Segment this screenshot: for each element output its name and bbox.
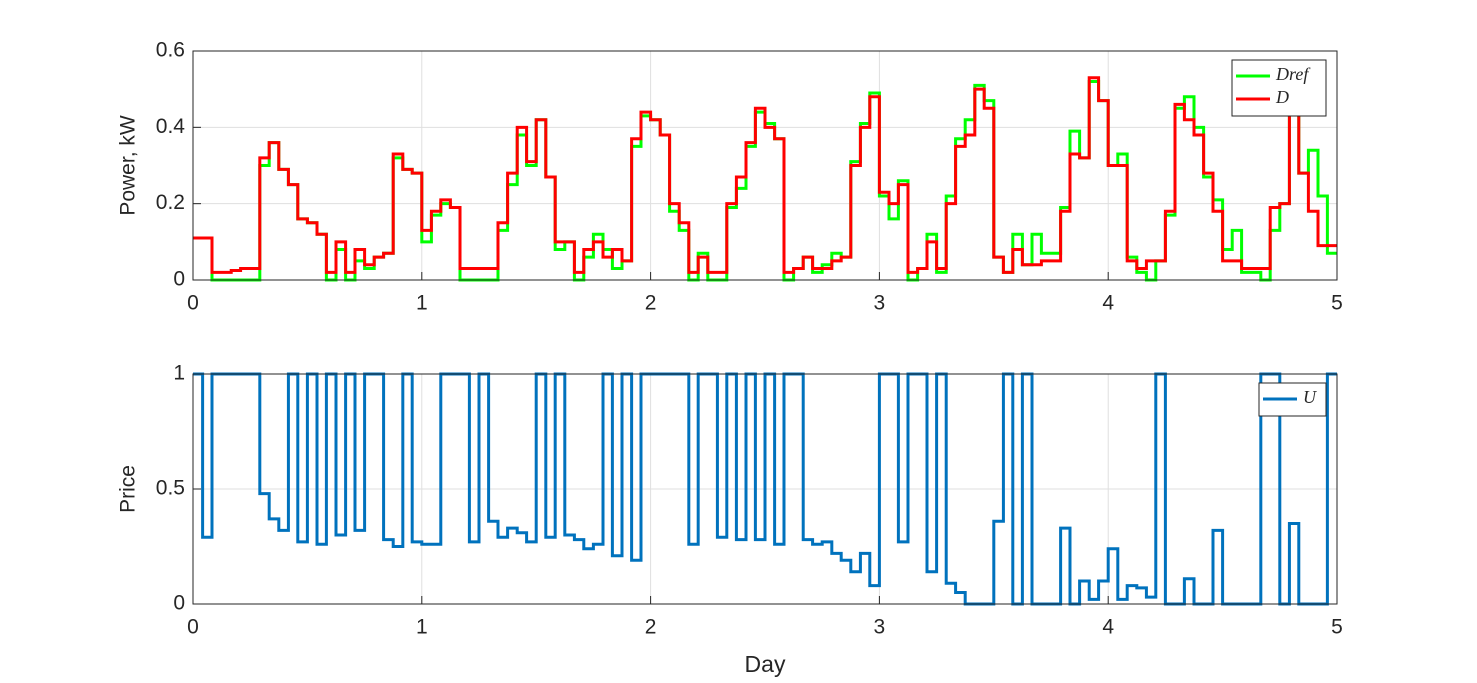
axes-box	[192, 50, 1338, 281]
x-tick-label: 0	[187, 616, 199, 639]
x-tick-label: 4	[1102, 292, 1114, 315]
x-axis-label: Day	[745, 651, 786, 677]
y-tick-label: 0	[173, 268, 185, 291]
x-tick-label: 4	[1102, 616, 1114, 639]
y-tick-label: 0.2	[156, 191, 185, 214]
plot-area	[193, 51, 1337, 280]
y-axis-label: Price	[117, 465, 140, 513]
legend-label: U	[1303, 387, 1317, 407]
y-tick-label: 0.5	[156, 477, 185, 500]
x-tick-label: 3	[874, 616, 886, 639]
x-tick-label: 3	[874, 292, 886, 315]
x-tick-label: 2	[645, 292, 657, 315]
stair-line	[193, 64, 1337, 274]
legend: Dref D	[1231, 59, 1327, 117]
y-tick-label: 1	[173, 362, 185, 385]
x-tick-label: 1	[416, 616, 428, 639]
x-tick-label: 2	[645, 616, 657, 639]
y-tick-label: 0.6	[156, 39, 185, 62]
legend: U	[1258, 382, 1327, 417]
legend-label: D	[1275, 87, 1289, 107]
x-tick-label: 5	[1331, 616, 1343, 639]
y-axis-label: Power, kW	[117, 115, 140, 216]
y-tick-label: 0	[173, 592, 185, 615]
legend-box	[1231, 59, 1327, 117]
stair-line	[193, 372, 1337, 606]
x-tick-label: 1	[416, 292, 428, 315]
legend-label: Dref	[1275, 64, 1311, 84]
axes-box	[192, 373, 1338, 605]
x-tick-label: 0	[187, 292, 199, 315]
x-tick-label: 5	[1331, 292, 1343, 315]
y-tick-label: 0.4	[156, 115, 186, 138]
